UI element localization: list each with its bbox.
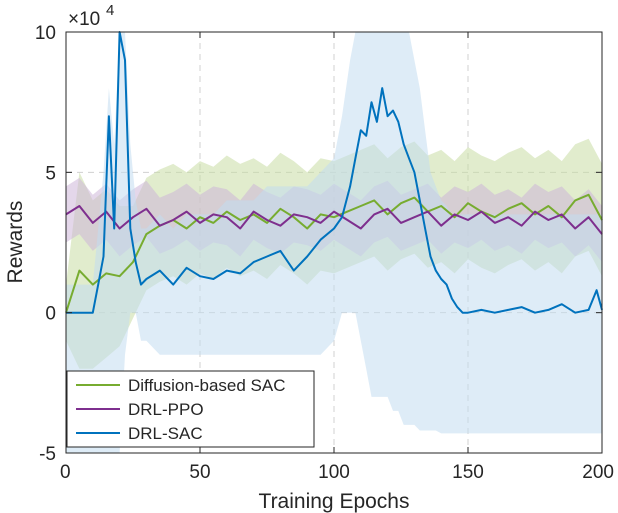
x-tick-label: 200 — [582, 462, 614, 483]
x-tick-label: 0 — [60, 462, 71, 483]
legend-label-diffusion-sac: Diffusion-based SAC — [128, 376, 286, 395]
y-multiplier-exponent: 4 — [106, 2, 114, 19]
series-line-0 — [65, 193, 603, 314]
x-axis-title: Training Epochs — [259, 490, 410, 513]
series-line-1 — [65, 205, 603, 235]
series-line-2 — [66, 31, 603, 314]
legend-label-drl-sac: DRL-SAC — [128, 424, 203, 443]
series-lines — [65, 31, 603, 314]
series-band-2 — [66, 32, 602, 453]
y-multiplier-base: ×10 — [68, 9, 100, 30]
y-tick-label: -5 — [39, 444, 56, 465]
confidence-bands — [66, 32, 602, 453]
y-axis-title: Rewards — [4, 201, 27, 284]
y-tick-label: 0 — [45, 304, 56, 325]
legend-label-drl-ppo: DRL-PPO — [128, 400, 204, 419]
y-tick-label: 5 — [45, 163, 56, 184]
x-tick-label: 50 — [189, 462, 210, 483]
x-tick-label: 150 — [452, 462, 484, 483]
x-tick-label: 100 — [318, 462, 350, 483]
y-tick-label: 10 — [35, 23, 56, 44]
legend: Diffusion-based SAC DRL-PPO DRL-SAC — [66, 370, 315, 448]
